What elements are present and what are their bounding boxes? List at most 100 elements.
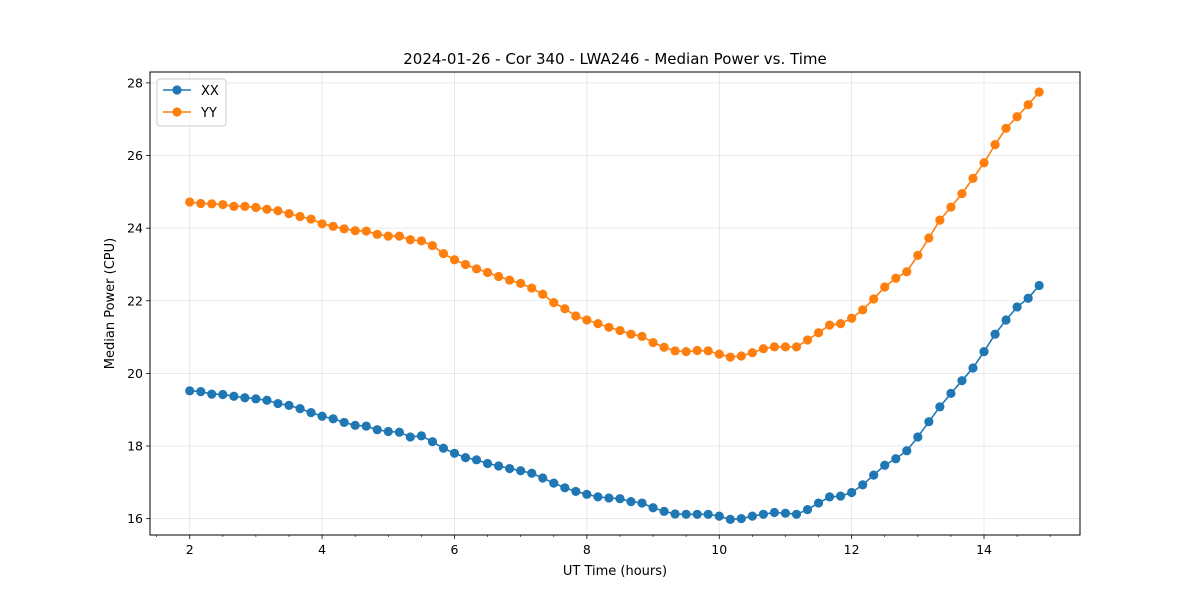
data-point-yy xyxy=(813,328,824,338)
data-point-yy xyxy=(593,319,603,329)
y-tick-label: 16 xyxy=(127,511,143,526)
data-point-yy xyxy=(604,322,614,332)
data-point-yy xyxy=(273,206,283,216)
data-point-yy xyxy=(637,331,647,341)
data-point-xx xyxy=(935,402,945,412)
data-point-yy xyxy=(185,197,195,207)
data-point-yy xyxy=(802,335,813,345)
data-point-yy xyxy=(471,264,482,274)
data-point-xx xyxy=(361,421,371,431)
x-tick-label: 10 xyxy=(711,542,727,557)
data-point-xx xyxy=(571,486,581,497)
data-point-xx xyxy=(626,496,636,507)
data-point-yy xyxy=(736,351,746,361)
data-point-xx xyxy=(405,432,415,442)
data-point-xx xyxy=(946,388,956,398)
data-point-xx xyxy=(273,398,283,409)
data-point-xx xyxy=(317,411,327,421)
data-point-yy xyxy=(328,221,338,231)
data-point-xx xyxy=(913,432,923,442)
data-point-xx xyxy=(1023,293,1033,303)
data-point-yy xyxy=(317,219,327,229)
data-point-xx xyxy=(825,492,835,502)
data-point-yy xyxy=(516,278,526,288)
data-point-xx xyxy=(482,458,493,469)
data-point-yy xyxy=(383,231,393,241)
data-point-yy xyxy=(769,342,779,352)
data-point-yy xyxy=(946,202,956,212)
series-group xyxy=(185,87,1044,524)
data-point-xx xyxy=(1034,280,1044,291)
data-point-yy xyxy=(670,346,680,356)
data-point-xx xyxy=(185,386,195,396)
data-point-xx xyxy=(880,460,890,470)
data-point-yy xyxy=(703,346,713,356)
data-point-xx xyxy=(549,478,559,488)
data-point-yy xyxy=(207,199,217,209)
data-point-yy xyxy=(229,201,239,211)
data-point-yy xyxy=(262,204,272,214)
data-point-xx xyxy=(681,509,691,519)
data-point-xx xyxy=(350,420,360,430)
data-point-yy xyxy=(1012,112,1022,122)
data-point-yy xyxy=(350,226,360,236)
data-point-yy xyxy=(1001,123,1011,133)
data-point-xx xyxy=(835,491,846,501)
data-point-yy xyxy=(791,342,802,352)
data-point-xx xyxy=(813,498,824,508)
y-tick-label: 22 xyxy=(127,293,143,308)
data-point-yy xyxy=(438,248,449,259)
data-point-yy xyxy=(582,315,592,325)
data-point-xx xyxy=(328,414,338,424)
data-point-yy xyxy=(891,273,901,283)
data-point-xx xyxy=(692,509,702,519)
data-point-yy xyxy=(692,345,702,356)
data-point-yy xyxy=(339,224,349,234)
data-point-yy xyxy=(990,140,1000,150)
data-point-yy xyxy=(196,198,206,209)
data-point-yy xyxy=(482,267,493,278)
data-point-yy xyxy=(416,236,426,246)
data-point-xx xyxy=(262,395,272,405)
data-point-yy xyxy=(306,214,316,224)
y-tick-label: 26 xyxy=(127,148,143,163)
data-point-yy xyxy=(240,201,250,211)
x-tick-label: 8 xyxy=(583,542,591,557)
x-tick-label: 12 xyxy=(844,542,860,557)
data-point-xx xyxy=(449,448,460,458)
data-point-yy xyxy=(880,282,890,292)
data-point-yy xyxy=(847,313,857,323)
x-axis-label: UT Time (hours) xyxy=(563,564,667,579)
data-point-xx xyxy=(758,509,769,519)
data-point-yy xyxy=(505,275,515,285)
data-point-xx xyxy=(394,427,404,437)
data-point-xx xyxy=(460,453,471,463)
data-point-xx xyxy=(769,507,779,518)
data-point-yy xyxy=(725,352,735,362)
data-point-xx xyxy=(990,329,1000,339)
y-tick-label: 28 xyxy=(127,75,143,90)
x-tick-label: 6 xyxy=(451,542,459,557)
data-point-xx xyxy=(703,509,713,519)
data-point-xx xyxy=(427,437,438,447)
data-point-xx xyxy=(372,425,382,435)
data-point-yy xyxy=(361,226,371,236)
data-point-xx xyxy=(538,473,548,483)
data-point-yy xyxy=(494,271,504,282)
data-point-yy xyxy=(979,158,989,168)
data-point-yy xyxy=(957,189,967,199)
data-point-yy xyxy=(747,348,757,358)
data-point-xx xyxy=(1012,302,1022,312)
y-tick-label: 18 xyxy=(127,439,143,454)
data-point-xx xyxy=(218,389,228,400)
legend-marker-xx xyxy=(172,85,182,95)
data-point-xx xyxy=(604,493,614,503)
data-point-yy xyxy=(538,289,548,299)
data-point-xx xyxy=(505,463,515,474)
x-tick-label: 4 xyxy=(318,542,326,557)
legend-label-xx: XX xyxy=(201,84,219,99)
data-point-yy xyxy=(835,319,846,329)
data-point-xx xyxy=(251,394,261,404)
data-point-xx xyxy=(593,492,603,502)
